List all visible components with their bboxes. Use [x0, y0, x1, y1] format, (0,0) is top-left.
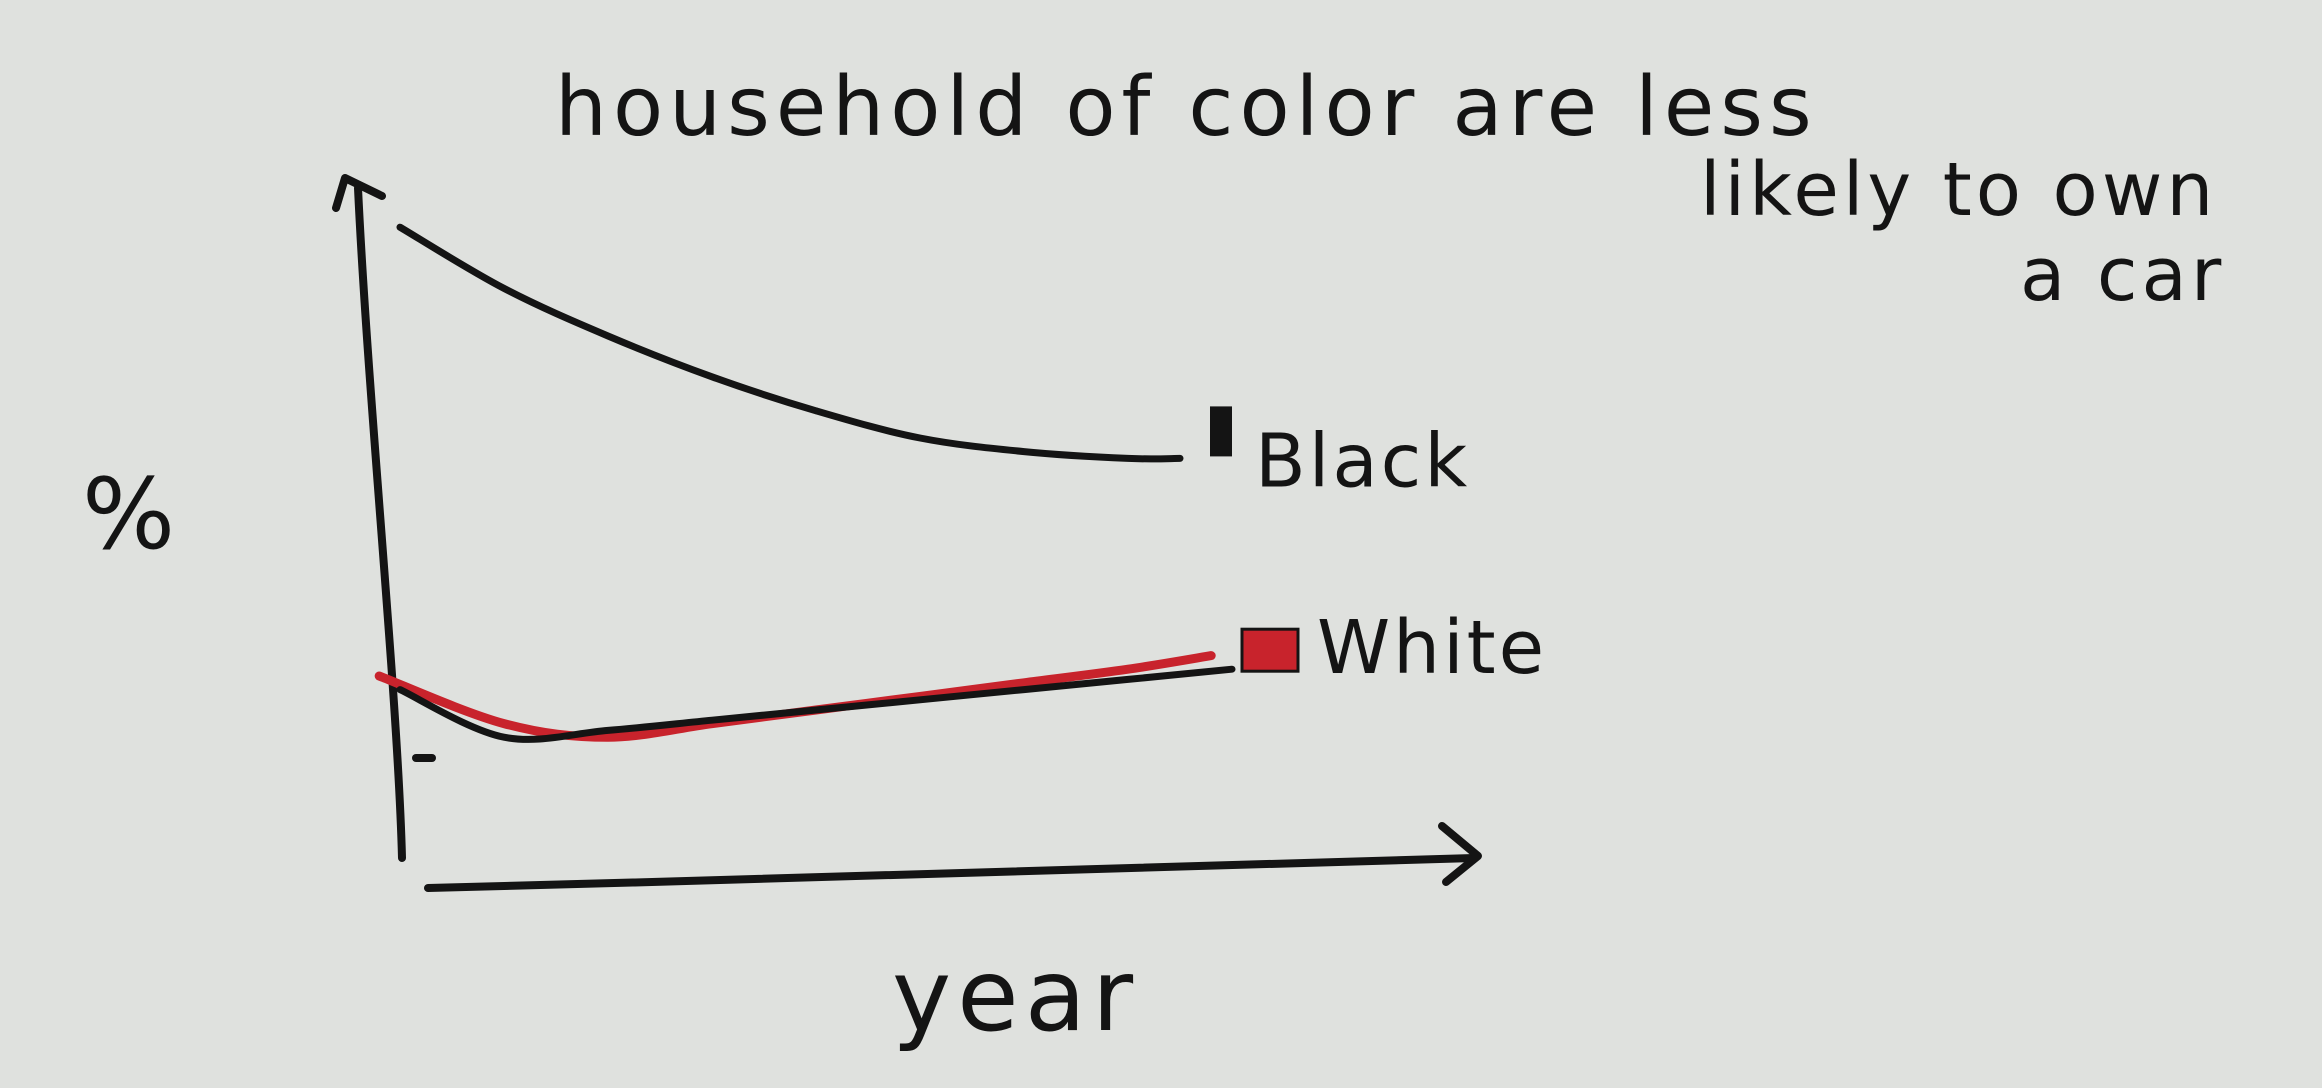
x-axis-line: [424, 854, 1478, 892]
chart-title-line-1: household of color are less: [555, 60, 1818, 155]
chart-title-line-3: a car: [2020, 232, 2225, 318]
x-axis-arrowhead-icon: [1438, 822, 1482, 886]
series-line-black: [396, 223, 1184, 463]
legend-layer: Black White: [1210, 406, 1547, 691]
y-axis-line: [354, 184, 406, 862]
legend-label-black: Black: [1255, 418, 1470, 504]
chart-title-line-2: likely to own: [1700, 147, 2217, 233]
series-layer: [374, 223, 1236, 743]
y-axis-label: %: [82, 458, 175, 572]
series-line-white: [396, 665, 1236, 743]
legend-marker-black: [1210, 406, 1232, 457]
white-series-red-stroke: [374, 651, 1216, 742]
legend-marker-white: [1240, 627, 1300, 673]
x-axis-label: year: [892, 937, 1139, 1054]
y-axis-arrowhead-icon: [332, 174, 386, 212]
legend-label-white: White: [1317, 605, 1547, 691]
